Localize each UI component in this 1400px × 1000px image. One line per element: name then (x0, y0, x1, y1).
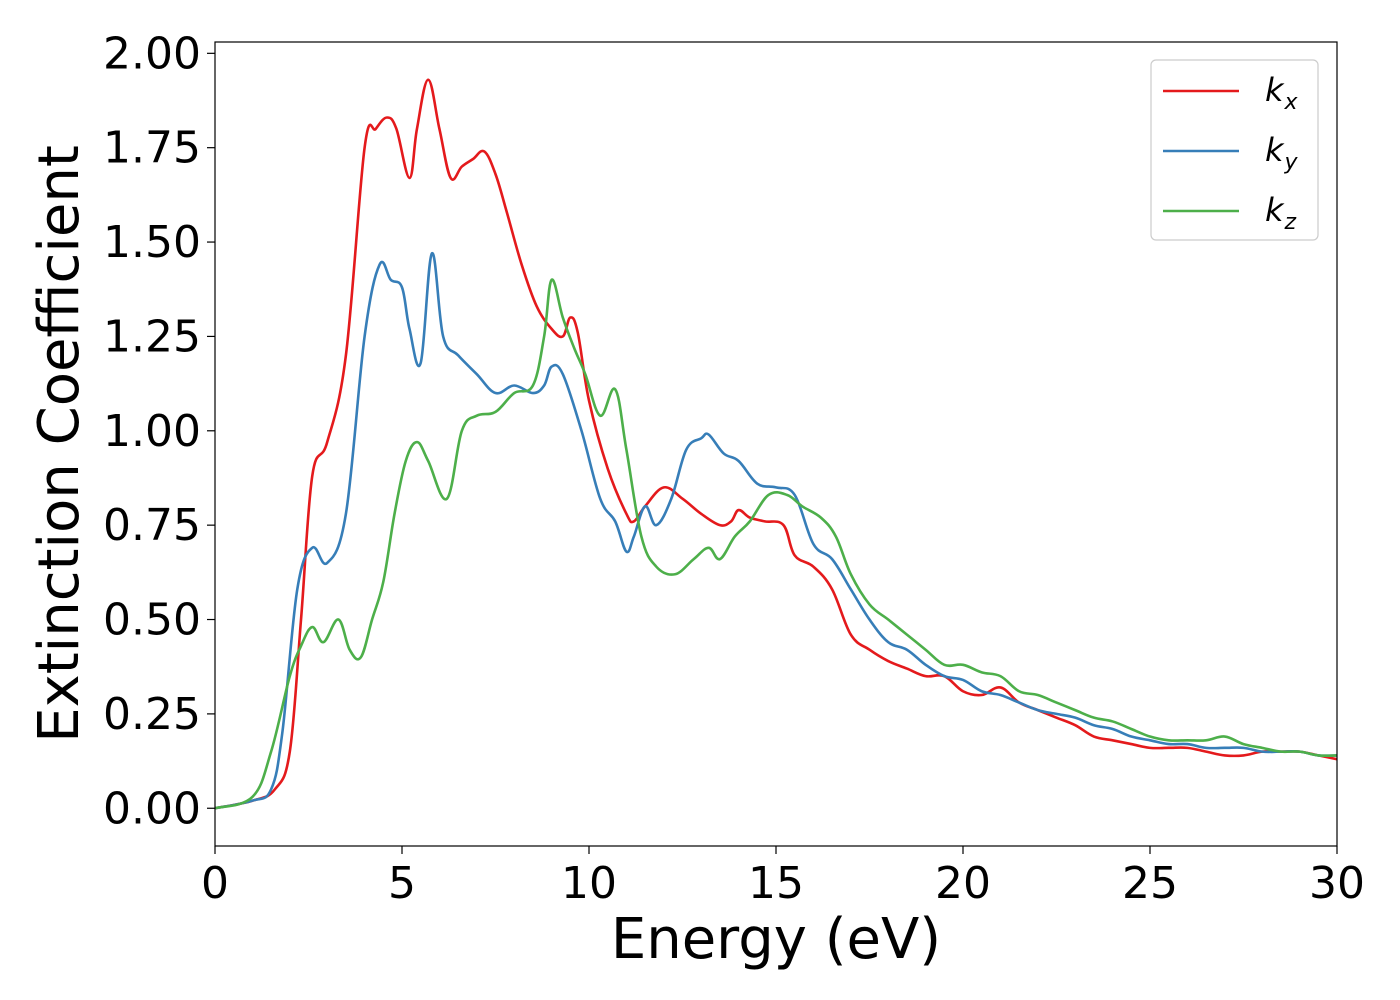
x-tick-label: 0 (201, 858, 229, 909)
x-tick-label: 25 (1122, 858, 1178, 909)
y-tick-label: 0.50 (103, 595, 201, 646)
legend-label-base: k (1265, 191, 1285, 229)
series-line-kx (215, 78, 1337, 810)
y-axis-ticks: 0.00 0.25 0.50 0.75 1.00 1.25 1.50 1.75 2.00 (103, 28, 215, 834)
y-tick-label: 1.75 (103, 123, 201, 174)
x-tick-label: 30 (1309, 858, 1365, 909)
x-tick-label: 5 (388, 858, 416, 909)
y-tick-label: 1.00 (103, 406, 201, 457)
legend-label-base: k (1265, 131, 1285, 169)
y-axis-title: Extinction Coefficient (27, 145, 92, 743)
legend-label-base: k (1265, 71, 1285, 109)
y-tick-label: 0.00 (103, 783, 201, 834)
y-tick-label: 1.25 (103, 311, 201, 362)
x-axis-title: Energy (eV) (611, 907, 941, 972)
y-tick-label: 1.50 (103, 217, 201, 268)
legend-label-kx: kx (1265, 71, 1299, 115)
x-tick-label: 20 (935, 858, 991, 909)
legend-label-kz: kz (1265, 191, 1297, 235)
x-axis-ticks: 0 5 10 15 20 25 30 (201, 846, 1365, 909)
legend-label-subscript: x (1284, 90, 1299, 115)
x-tick-label: 15 (748, 858, 804, 909)
series-layer (215, 78, 1337, 810)
legend-label-subscript: z (1284, 210, 1297, 235)
legend-label-ky: ky (1265, 131, 1299, 175)
series-line-kz (215, 278, 1337, 810)
y-tick-label: 0.75 (103, 500, 201, 551)
legend-label-subscript: y (1284, 150, 1299, 175)
series-line-ky (215, 252, 1337, 810)
y-tick-label: 2.00 (103, 28, 201, 79)
y-tick-label: 0.25 (103, 689, 201, 740)
x-tick-label: 10 (561, 858, 617, 909)
